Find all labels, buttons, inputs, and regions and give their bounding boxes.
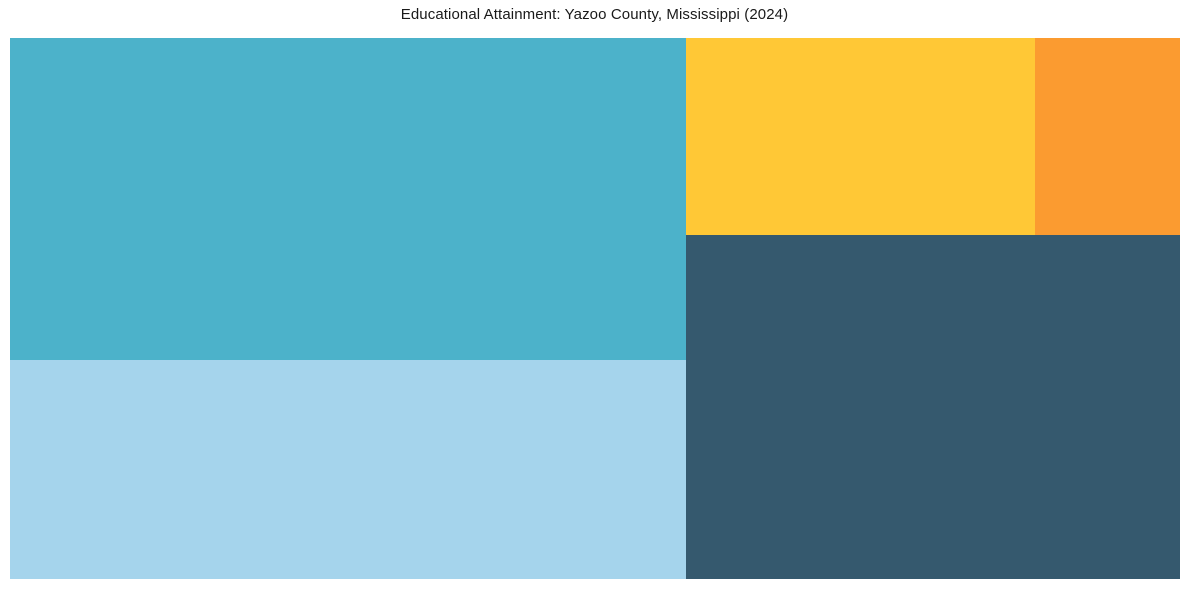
- treemap-tile-some-college-associate[interactable]: Some college or associate's degree: [10, 360, 687, 579]
- treemap-tile-high-school-graduate[interactable]: High school graduate (includes equivalen…: [10, 38, 687, 360]
- treemap-tile-graduate-professional-degree[interactable]: Graduate or professional degree: [1035, 38, 1180, 235]
- treemap-tile-less-than-high-school[interactable]: Less than high school diploma: [686, 234, 1180, 579]
- treemap-plot-area: High school graduate (includes equivalen…: [10, 38, 1180, 579]
- treemap-tile-bachelors-degree[interactable]: Bachelor's degree: [686, 38, 1036, 235]
- chart-title: Educational Attainment: Yazoo County, Mi…: [400, 6, 789, 23]
